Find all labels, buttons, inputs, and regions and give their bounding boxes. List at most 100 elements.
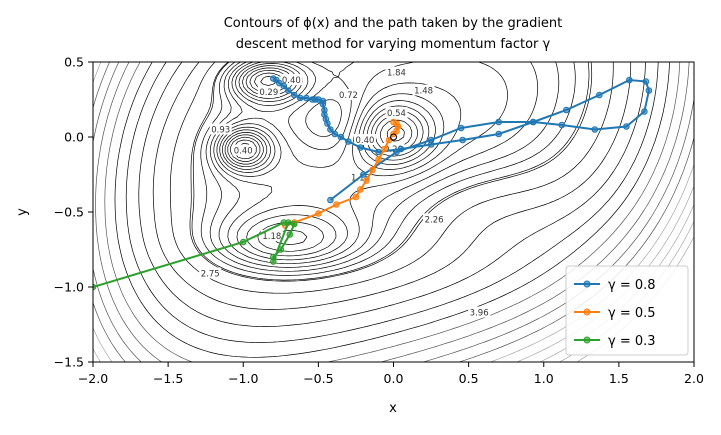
x-tick-label: −1.0 — [228, 371, 258, 386]
contour-label: 0.40 — [234, 147, 253, 157]
contour-label: 0.40 — [355, 136, 374, 146]
series-path — [270, 75, 653, 204]
series-point — [495, 130, 503, 138]
series-line — [93, 221, 296, 288]
series-point — [457, 124, 465, 132]
contour-label: 2.26 — [425, 216, 444, 226]
series-point — [291, 220, 298, 228]
series-point — [459, 136, 466, 144]
series-point — [626, 76, 633, 84]
x-tick-label: 0.5 — [459, 371, 479, 386]
chart-title-line-1: Contours of ϕ(x) and the path taken by t… — [224, 16, 563, 31]
contour-line — [169, 62, 614, 294]
contour-line — [216, 62, 462, 261]
series-point — [315, 210, 322, 217]
series-point — [397, 145, 405, 153]
series-point — [381, 145, 388, 153]
y-tick-label: −1.0 — [54, 280, 84, 295]
contour-label: 0.40 — [282, 76, 301, 86]
series-point — [645, 87, 653, 94]
series-point — [352, 193, 360, 201]
series-point — [529, 118, 537, 126]
x-tick-label: −2.0 — [78, 371, 108, 386]
legend-marker — [583, 308, 591, 316]
series-point — [331, 130, 339, 138]
y-axis-ticks: −1.5 −1.0 −0.5 0.0 0.5 — [54, 55, 93, 370]
y-axis-label: y — [15, 208, 30, 216]
contour-labels: 1.841.480.720.540.400.290.930.400.400.20… — [199, 66, 491, 319]
series-point — [303, 94, 310, 102]
contour-line — [189, 62, 593, 282]
legend-label: γ = 0.8 — [608, 278, 656, 293]
x-tick-label: −0.5 — [303, 371, 333, 386]
contour-label: 0.72 — [339, 91, 358, 101]
y-tick-label: 0.5 — [64, 55, 84, 70]
contour-label-bg — [385, 66, 408, 78]
series-point — [345, 138, 352, 145]
contour-label: 1.18 — [351, 174, 370, 184]
contour-label: 0.29 — [259, 88, 278, 98]
series-point — [285, 87, 292, 94]
contour-label: 1.48 — [414, 87, 433, 97]
series-point — [563, 106, 570, 114]
series-point — [280, 82, 288, 90]
start-marker — [390, 133, 397, 141]
series-point — [591, 126, 599, 133]
contour-label-bg — [260, 230, 283, 241]
x-axis-ticks: −2.0 −1.5 −1.0 −0.5 0.0 0.5 1.0 1.5 2.0 — [78, 362, 704, 386]
contour-line — [93, 62, 694, 362]
contour-label-bg — [337, 89, 360, 100]
contour-label-bg — [412, 84, 435, 96]
y-tick-label: −0.5 — [54, 205, 84, 220]
series-point — [270, 258, 277, 265]
contour-line — [227, 69, 424, 165]
legend-marker — [583, 280, 591, 288]
legend-box — [565, 265, 689, 356]
contour-line — [114, 62, 670, 358]
descent-paths — [93, 75, 653, 291]
series-point — [360, 171, 367, 178]
series-point — [596, 91, 603, 99]
x-tick-label: −1.5 — [153, 371, 183, 386]
series-point — [642, 78, 650, 85]
series-point — [357, 186, 364, 193]
contour-label-bg — [423, 213, 446, 225]
series-point — [93, 283, 97, 291]
contour-label-bg — [257, 86, 280, 97]
x-tick-label: 2.0 — [684, 371, 704, 386]
series-point — [375, 156, 382, 163]
legend-label: γ = 0.3 — [608, 334, 656, 349]
contour-label-bg — [385, 107, 408, 118]
legend: γ = 0.8 γ = 0.5 γ = 0.3 — [565, 265, 689, 356]
series-path — [282, 118, 402, 229]
contour-line — [152, 62, 632, 310]
contour-label: 2.75 — [201, 270, 220, 280]
legend-label: γ = 0.5 — [608, 306, 656, 321]
series-point — [327, 196, 334, 204]
series-point — [337, 133, 345, 141]
contour-line — [104, 62, 681, 362]
series-point — [276, 79, 283, 87]
x-tick-label: 0.0 — [384, 371, 404, 386]
contour-label: 3.96 — [470, 309, 489, 319]
chart-title-line-2: descent method for varying momentum fact… — [236, 37, 551, 52]
series-point — [641, 108, 648, 115]
contour-line — [138, 62, 646, 327]
contour-line — [200, 62, 576, 276]
series-point — [427, 136, 435, 144]
series-point — [327, 126, 334, 133]
contour-label-bg — [280, 74, 303, 85]
x-tick-label: 1.5 — [609, 371, 629, 386]
contour-line — [125, 62, 659, 343]
contour-line — [95, 62, 690, 362]
series-point — [286, 231, 294, 238]
legend-marker — [583, 336, 591, 344]
series-point — [357, 144, 364, 151]
contour-label-bg — [199, 267, 222, 279]
contour-label: 1.84 — [387, 69, 406, 79]
series-point — [495, 118, 503, 126]
series-point — [369, 166, 376, 174]
contour-label: 0.93 — [211, 126, 230, 136]
contour-line — [224, 67, 430, 245]
